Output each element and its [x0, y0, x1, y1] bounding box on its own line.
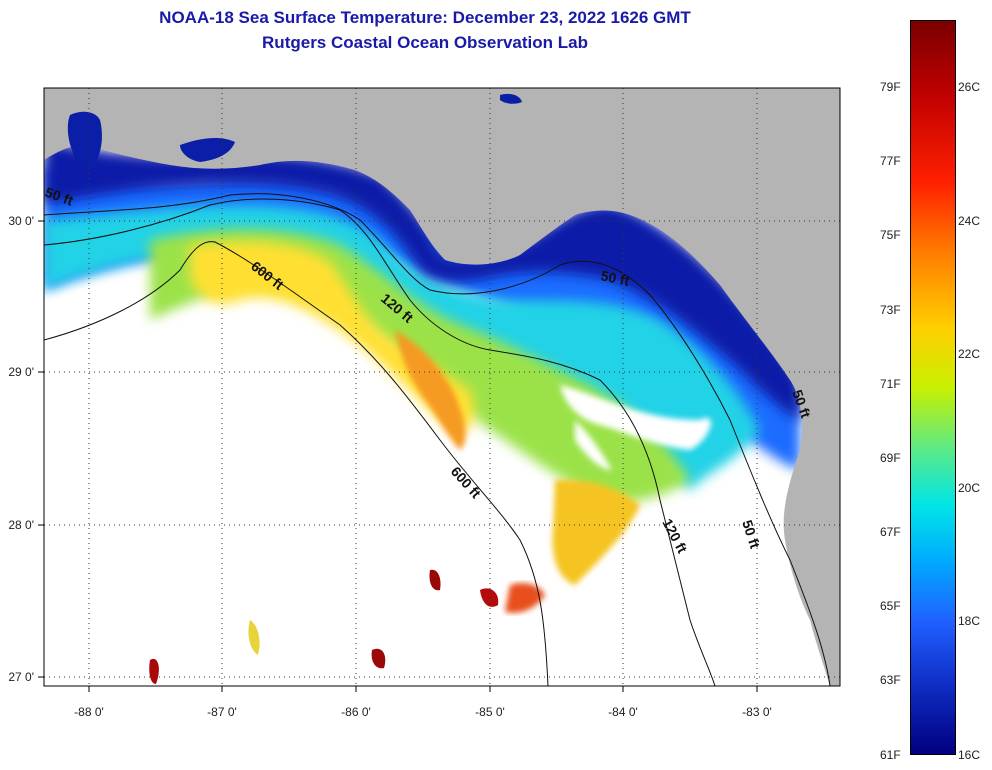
colorbar-c-label: 24C [958, 214, 981, 228]
colorbar-c-label: 26C [958, 80, 981, 94]
bathymetry-contours [44, 193, 831, 686]
colorbar-f-label: 79F [880, 80, 901, 94]
map-subtitle: Rutgers Coastal Ocean Observation Lab [262, 33, 588, 52]
lat-tick-label: 29 0' [8, 365, 34, 379]
lon-tick-label: -86 0' [341, 705, 371, 719]
colorbar-c-label: 22C [958, 347, 981, 361]
colorbar-f-label: 61F [880, 748, 901, 762]
colorbar-c-label: 16C [958, 748, 981, 762]
contour-120ft [44, 198, 716, 686]
lon-tick-label: -85 0' [475, 705, 505, 719]
lon-tick-label: -88 0' [74, 705, 104, 719]
contour-50ft [44, 193, 831, 686]
colorbar-c-label: 18C [958, 614, 981, 628]
lat-tick-label: 27 0' [8, 670, 34, 684]
colorbar-f-label: 77F [880, 154, 901, 168]
land-mass [44, 88, 840, 686]
temperature-colorbar [910, 20, 956, 755]
colorbar-c-label: 20C [958, 481, 981, 495]
frame-ticks [38, 220, 758, 692]
map-title: NOAA-18 Sea Surface Temperature: Decembe… [159, 8, 691, 27]
map-frame [43, 87, 841, 687]
colorbar-f-label: 65F [880, 599, 901, 613]
colorbar-f-label: 73F [880, 303, 901, 317]
lat-tick-label: 30 0' [8, 214, 34, 228]
colorbar-f-label: 69F [880, 451, 901, 465]
lat-tick-label: 28 0' [8, 518, 34, 532]
colorbar-f-label: 67F [880, 525, 901, 539]
contour-600ft [44, 241, 549, 686]
colorbar-f-label: 71F [880, 377, 901, 391]
colorbar-f-label: 75F [880, 228, 901, 242]
colorbar-f-label: 63F [880, 673, 901, 687]
lon-tick-label: -84 0' [608, 705, 638, 719]
sst-map: 50 ft 600 ft 120 ft 50 ft 600 ft 120 ft … [8, 87, 841, 719]
lon-tick-label: -87 0' [207, 705, 237, 719]
contour-label: 50 ft [599, 267, 631, 289]
lon-tick-label: -83 0' [742, 705, 772, 719]
